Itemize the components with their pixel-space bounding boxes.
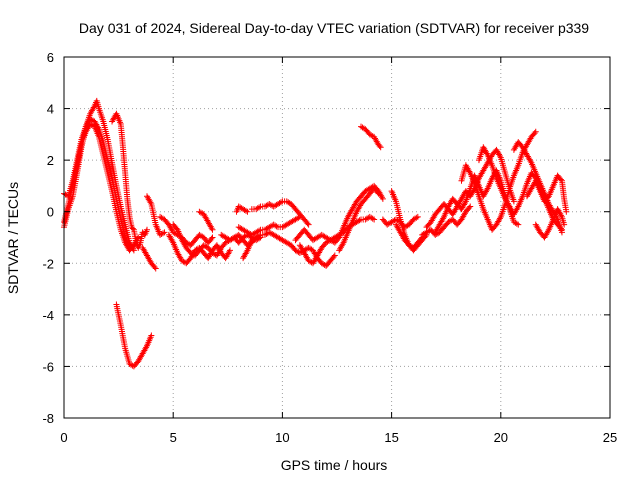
plus-markers (139, 244, 159, 272)
series-trace-27 (458, 128, 539, 233)
plus-markers (143, 193, 168, 238)
series-trace-19 (336, 185, 382, 254)
grid (64, 57, 610, 418)
y-tick-label: -8 (42, 411, 54, 426)
series-trace-31 (532, 206, 568, 241)
plus-markers (392, 221, 430, 254)
x-tick-label: 5 (170, 430, 177, 445)
plus-markers (419, 203, 474, 238)
y-tick-label: 6 (47, 50, 54, 65)
y-tick-label: 2 (47, 153, 54, 168)
x-tick-label: 10 (275, 430, 289, 445)
chart-title: Day 031 of 2024, Sidereal Day-to-day VTE… (79, 20, 589, 36)
plus-markers (248, 198, 312, 228)
plus-markers (109, 110, 150, 251)
series-trace-06 (139, 244, 159, 272)
series-trace-03 (61, 121, 142, 254)
plus-markers (165, 231, 233, 267)
plus-markers (235, 213, 303, 238)
series-trace-24 (419, 203, 474, 238)
plus-markers (336, 185, 382, 254)
series-trace-20 (358, 123, 384, 151)
plus-markers (532, 206, 568, 241)
x-axis-label: GPS time / hours (281, 457, 388, 473)
plus-markers (61, 121, 142, 254)
series-trace-09 (165, 231, 233, 267)
y-tick-label: -6 (42, 359, 54, 374)
y-tick-label: -2 (42, 256, 54, 271)
plus-markers (113, 301, 155, 370)
series-trace-11 (196, 208, 216, 233)
series-trace-30 (524, 172, 570, 215)
series-trace-23 (392, 221, 430, 254)
series-trace-13 (235, 213, 303, 238)
series-trace-14 (233, 203, 251, 215)
y-tick-label: 0 (47, 205, 54, 220)
plot-area-frame (63, 56, 611, 419)
axis-ticks: 0 5 10 15 20 25 -8 -6 -4 -2 0 2 4 6 (42, 50, 617, 445)
y-tick-label: 4 (47, 102, 54, 117)
series-trace-15 (248, 198, 312, 228)
x-tick-label: 0 (60, 430, 67, 445)
series-trace-07 (143, 193, 168, 238)
data-points (61, 97, 570, 370)
y-tick-label: -4 (42, 308, 54, 323)
plus-markers (524, 172, 570, 215)
plus-markers (458, 128, 539, 233)
x-tick-label: 15 (384, 430, 398, 445)
series-trace-04 (109, 110, 150, 251)
x-tick-label: 25 (603, 430, 617, 445)
plus-markers (196, 208, 216, 233)
x-tick-label: 20 (494, 430, 508, 445)
plus-markers (358, 123, 384, 151)
series-trace-05 (113, 301, 155, 370)
y-axis-label: SDTVAR / TECUs (5, 182, 21, 294)
plus-markers (233, 203, 251, 215)
